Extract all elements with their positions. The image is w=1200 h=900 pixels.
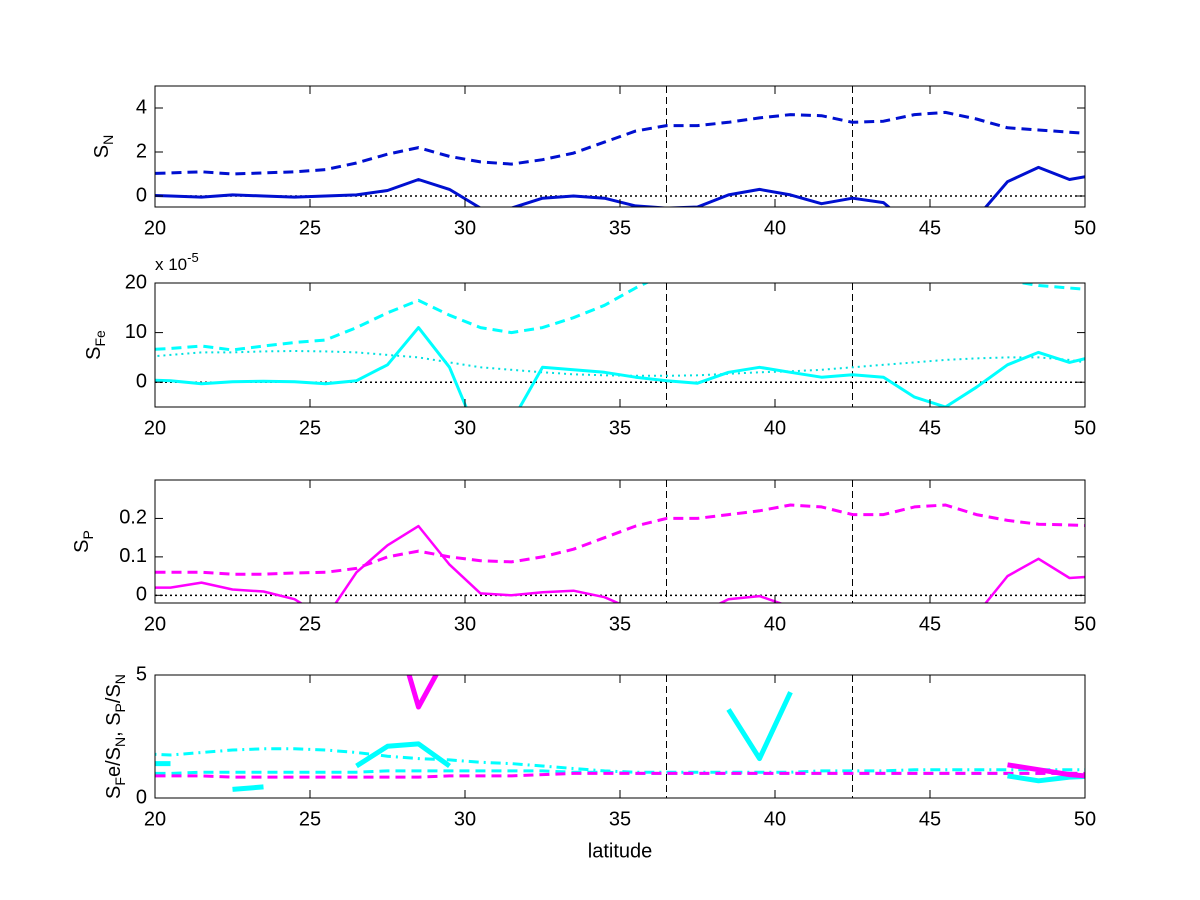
axis-exponent-base: x 10 [155, 255, 187, 274]
x-tick-label: 45 [919, 417, 941, 439]
y-tick-label: 2 [136, 140, 147, 162]
x-tick-label: 35 [609, 417, 631, 439]
x-tick-label: 30 [454, 417, 476, 439]
y-axis-label-subscript: N [112, 737, 128, 747]
x-tick-label: 20 [144, 808, 166, 830]
x-tick-label: 20 [144, 613, 166, 635]
series-line [155, 691, 1085, 792]
x-tick-label: 35 [609, 808, 631, 830]
x-tick-label: 30 [454, 217, 476, 239]
y-tick-label: 0.1 [119, 545, 147, 567]
plot-area [155, 283, 1085, 407]
x-tick-label: 25 [299, 808, 321, 830]
x-tick-label: 40 [764, 808, 786, 830]
x-tick-label: 20 [144, 417, 166, 439]
x-tick-label: 50 [1074, 613, 1096, 635]
y-tick-label: 10 [125, 321, 147, 343]
y-tick-label: 0 [136, 184, 147, 206]
series-line [155, 350, 1085, 377]
y-tick-label: 0 [136, 370, 147, 392]
x-tick-label: 25 [299, 613, 321, 635]
x-tick-label: 50 [1074, 217, 1096, 239]
series-line [155, 503, 1085, 576]
series-line [406, 675, 1085, 779]
x-tick-label: 25 [299, 217, 321, 239]
axes-box [154, 282, 1086, 408]
y-axis-label: SP [71, 530, 95, 553]
y-axis-label-subscript: F [112, 777, 128, 786]
series-line [155, 771, 1085, 779]
x-tick-label: 45 [919, 808, 941, 830]
y-axis-label-subscript: N [100, 135, 116, 145]
plot-area [155, 675, 1085, 798]
y-axis-label-text: /S [103, 684, 125, 703]
y-tick-label: 0 [136, 786, 147, 808]
y-tick-label: 4 [136, 96, 147, 118]
x-tick-label: 50 [1074, 808, 1096, 830]
y-axis-label-subscript: P [80, 530, 96, 539]
y-axis-label-text: S [83, 347, 105, 360]
y-axis-label-text: S [91, 145, 113, 158]
y-tick-label: 20 [125, 271, 147, 293]
y-axis-label-text: , S [103, 712, 125, 736]
x-axis-label: latitude [588, 840, 653, 862]
x-tick-label: 40 [764, 417, 786, 439]
series-line [155, 283, 1085, 352]
y-axis-label-text: e/S [103, 747, 125, 777]
y-axis-label-subscript: N [112, 674, 128, 684]
x-tick-label: 45 [919, 217, 941, 239]
x-tick-label: 20 [144, 217, 166, 239]
y-axis-label-subscript: P [112, 703, 128, 712]
y-axis-label: SFe/SN, SP/SN [103, 674, 127, 799]
axes-box [154, 479, 1086, 604]
x-tick-label: 50 [1074, 417, 1096, 439]
series-line [155, 524, 1085, 603]
axes-box [154, 674, 1086, 799]
x-tick-label: 30 [454, 613, 476, 635]
axes-box [154, 85, 1086, 208]
axis-exponent: x 10-5 [155, 250, 199, 274]
x-tick-label: 25 [299, 417, 321, 439]
y-axis-label: SN [91, 135, 115, 158]
x-tick-label: 40 [764, 613, 786, 635]
series-line [155, 110, 1085, 176]
y-tick-label: 5 [136, 663, 147, 685]
y-axis-label-text: S [71, 540, 93, 553]
x-tick-label: 35 [609, 613, 631, 635]
axis-exponent-power: -5 [187, 250, 199, 265]
y-tick-label: 0.2 [119, 507, 147, 529]
series-line [155, 747, 1085, 774]
x-tick-label: 35 [609, 217, 631, 239]
y-axis-label-text: S [103, 786, 125, 799]
x-tick-label: 40 [764, 217, 786, 239]
y-tick-label: 0 [136, 584, 147, 606]
y-axis-label-subscript: Fe [92, 330, 108, 347]
series-line [155, 326, 1085, 407]
x-tick-label: 45 [919, 613, 941, 635]
plot-area [155, 480, 1085, 603]
x-tick-label: 30 [454, 808, 476, 830]
y-axis-label: SFe [83, 330, 107, 360]
